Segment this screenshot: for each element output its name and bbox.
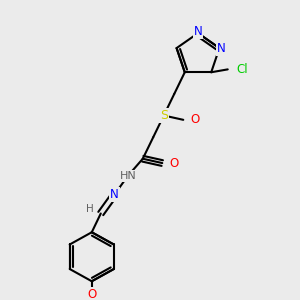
Text: N: N (217, 42, 225, 55)
Text: HN: HN (119, 171, 136, 181)
Text: Cl: Cl (237, 63, 248, 76)
Text: O: O (191, 113, 200, 126)
Text: O: O (87, 288, 96, 300)
Text: N: N (194, 25, 202, 38)
Text: N: N (110, 188, 118, 201)
Text: O: O (170, 157, 179, 169)
Text: S: S (160, 109, 168, 122)
Text: H: H (86, 204, 94, 214)
